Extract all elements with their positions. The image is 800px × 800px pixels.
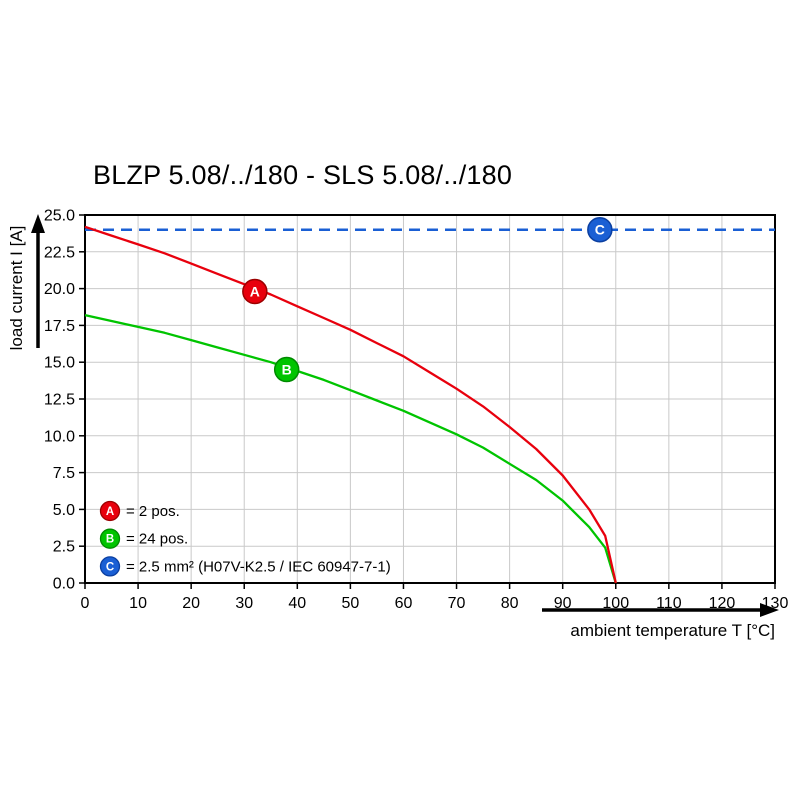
- y-tick-label: 15.0: [44, 355, 75, 372]
- x-tick-label: 120: [709, 595, 736, 612]
- y-axis-title: load current I [A]: [7, 214, 45, 350]
- legend-label-C: = 2.5 mm² (H07V-K2.5 / IEC 60947-7-1): [126, 558, 391, 575]
- x-tick-label: 90: [554, 595, 572, 612]
- x-tick-label: 40: [288, 595, 306, 612]
- y-tick-label: 2.5: [53, 539, 75, 556]
- curve-A: [84, 225, 617, 584]
- x-axis-arrow-head: [760, 603, 779, 617]
- x-tick-label: 110: [656, 595, 682, 612]
- x-tick-label: 30: [235, 595, 253, 612]
- y-tick-label: 25.0: [44, 208, 75, 225]
- y-tick-label: 20.0: [44, 281, 75, 298]
- axis-ticks: 0 10 20 30 40 50 60 70 80 90 100 110 120 1300.02.55.0…: [44, 208, 789, 613]
- y-tick-label: 5.0: [53, 502, 75, 519]
- legend-badge-C: [99, 556, 121, 577]
- x-tick-label: 20: [182, 595, 200, 612]
- legend-label-A: = 2 pos.: [126, 503, 180, 520]
- y-tick-label: 12.5: [44, 392, 75, 409]
- legend-label-B: = 24 pos.: [126, 531, 188, 548]
- legend-letter-B: B: [106, 534, 114, 546]
- curve-B: [84, 313, 617, 584]
- x-tick-label: 100: [602, 595, 629, 612]
- y-tick-label: 17.5: [44, 318, 75, 335]
- legend: A = 2 pos. B = 24 pos. C = 2.5 mm² (H07V-K2.5…: [99, 500, 391, 577]
- y-axis-label: load current I [A]: [7, 226, 26, 351]
- x-tick-label: 10: [129, 595, 147, 612]
- x-axis-label: ambient temperature T [°C]: [570, 621, 775, 640]
- y-tick-label: 10.0: [44, 428, 75, 445]
- marker-letter-C: C: [595, 222, 605, 238]
- marker-letter-B: B: [282, 362, 292, 378]
- legend-letter-A: A: [106, 506, 114, 518]
- x-tick-label: 70: [448, 595, 466, 612]
- marker-letter-A: A: [250, 284, 260, 300]
- x-tick-label: 50: [341, 595, 359, 612]
- marker-C: [587, 216, 613, 243]
- x-tick-label: 80: [501, 595, 519, 612]
- series-curves: [84, 225, 775, 584]
- y-tick-label: 7.5: [53, 465, 75, 482]
- x-tick-label: 60: [395, 595, 413, 612]
- y-tick-label: 0.0: [53, 576, 75, 593]
- y-tick-label: 22.5: [44, 244, 75, 261]
- chart-title: BLZP 5.08/../180 - SLS 5.08/../180: [93, 160, 512, 190]
- x-axis-title: ambient temperature T [°C]: [542, 603, 779, 640]
- x-tick-label: 0: [81, 595, 90, 612]
- marker-A: [242, 278, 268, 305]
- legend-badge-B: [99, 528, 121, 549]
- marker-B: [273, 356, 300, 383]
- y-axis-arrow-head: [31, 214, 45, 233]
- legend-letter-C: C: [106, 561, 114, 573]
- grid-lines: [85, 215, 775, 583]
- legend-badge-A: [99, 500, 121, 522]
- series-markers: C B A: [242, 216, 613, 383]
